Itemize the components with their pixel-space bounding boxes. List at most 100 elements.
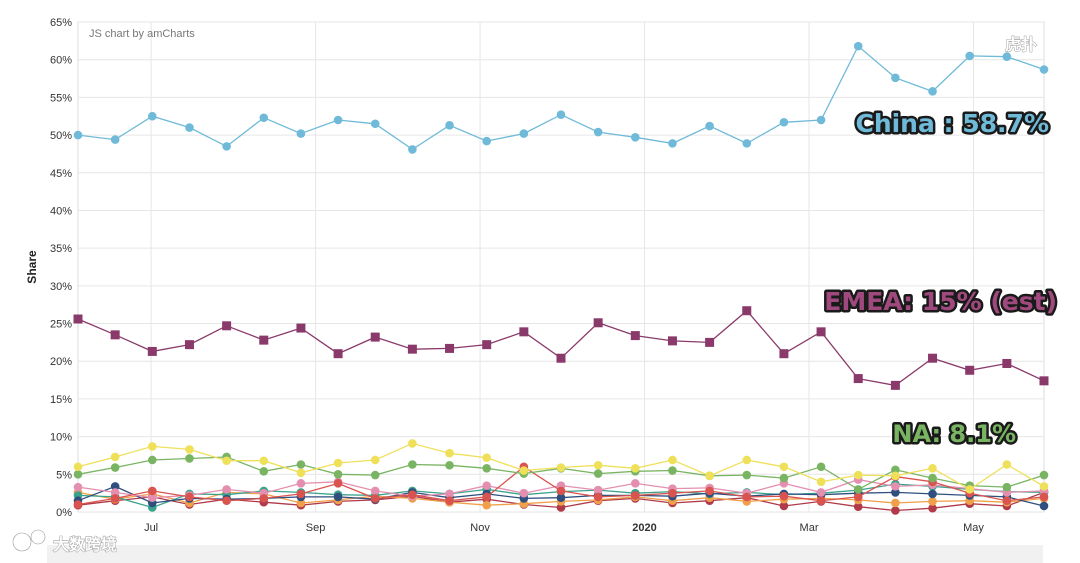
data-point[interactable] bbox=[73, 470, 83, 479]
data-point[interactable] bbox=[110, 330, 120, 340]
data-point[interactable] bbox=[73, 462, 83, 472]
data-point[interactable] bbox=[816, 488, 826, 497]
data-point[interactable] bbox=[259, 494, 269, 503]
data-point[interactable] bbox=[519, 129, 529, 138]
data-point[interactable] bbox=[779, 117, 789, 127]
data-point[interactable] bbox=[148, 486, 157, 496]
data-point[interactable] bbox=[928, 463, 937, 473]
data-point[interactable] bbox=[445, 496, 454, 505]
data-point[interactable] bbox=[445, 448, 454, 458]
data-point[interactable] bbox=[333, 115, 343, 125]
data-point[interactable] bbox=[779, 349, 789, 359]
data-point[interactable] bbox=[482, 500, 491, 510]
data-point[interactable] bbox=[333, 349, 343, 359]
data-point[interactable] bbox=[556, 463, 566, 472]
data-point[interactable] bbox=[110, 135, 120, 144]
data-point[interactable] bbox=[816, 496, 826, 505]
data-point[interactable] bbox=[370, 494, 380, 503]
data-point[interactable] bbox=[222, 142, 231, 151]
data-point[interactable] bbox=[407, 344, 417, 354]
data-point[interactable] bbox=[445, 120, 454, 130]
data-point[interactable] bbox=[370, 455, 380, 465]
data-point[interactable] bbox=[1002, 496, 1012, 505]
data-point[interactable] bbox=[110, 488, 120, 497]
data-point[interactable] bbox=[928, 503, 937, 513]
series-0[interactable] bbox=[73, 41, 1049, 154]
data-point[interactable] bbox=[110, 463, 120, 472]
data-point[interactable] bbox=[1039, 501, 1049, 511]
data-point[interactable] bbox=[816, 115, 826, 125]
data-point[interactable] bbox=[705, 337, 715, 347]
data-point[interactable] bbox=[519, 488, 529, 498]
data-point[interactable] bbox=[705, 121, 714, 131]
data-point[interactable] bbox=[779, 473, 789, 483]
data-point[interactable] bbox=[965, 365, 975, 375]
data-point[interactable] bbox=[853, 492, 863, 502]
data-point[interactable] bbox=[1002, 358, 1012, 368]
data-point[interactable] bbox=[445, 460, 454, 470]
data-point[interactable] bbox=[890, 380, 900, 390]
data-point[interactable] bbox=[928, 87, 937, 96]
data-point[interactable] bbox=[482, 492, 491, 502]
data-point[interactable] bbox=[110, 452, 120, 462]
data-point[interactable] bbox=[110, 494, 120, 503]
data-point[interactable] bbox=[148, 442, 157, 451]
data-point[interactable] bbox=[891, 506, 900, 515]
data-point[interactable] bbox=[668, 139, 677, 148]
data-point[interactable] bbox=[1002, 482, 1012, 492]
data-point[interactable] bbox=[668, 466, 677, 475]
data-point[interactable] bbox=[408, 439, 417, 448]
data-point[interactable] bbox=[147, 346, 157, 356]
data-point[interactable] bbox=[891, 498, 900, 508]
data-point[interactable] bbox=[593, 127, 603, 137]
data-point[interactable] bbox=[333, 492, 343, 502]
data-point[interactable] bbox=[445, 343, 455, 353]
data-point[interactable] bbox=[742, 470, 752, 480]
data-point[interactable] bbox=[148, 111, 157, 121]
data-point[interactable] bbox=[742, 455, 752, 465]
data-point[interactable] bbox=[816, 462, 826, 472]
data-point[interactable] bbox=[1039, 65, 1049, 74]
data-point[interactable] bbox=[408, 460, 417, 469]
data-point[interactable] bbox=[110, 482, 120, 491]
data-point[interactable] bbox=[408, 145, 417, 154]
data-point[interactable] bbox=[519, 466, 529, 475]
data-point[interactable] bbox=[556, 503, 566, 512]
data-point[interactable] bbox=[222, 321, 232, 331]
data-point[interactable] bbox=[259, 113, 269, 123]
data-point[interactable] bbox=[222, 485, 231, 494]
data-point[interactable] bbox=[222, 456, 231, 466]
data-point[interactable] bbox=[185, 445, 194, 454]
data-point[interactable] bbox=[482, 340, 492, 350]
data-point[interactable] bbox=[148, 493, 157, 502]
data-point[interactable] bbox=[779, 462, 789, 472]
data-point[interactable] bbox=[370, 332, 380, 342]
data-point[interactable] bbox=[593, 460, 603, 470]
data-point[interactable] bbox=[742, 306, 752, 316]
series-1[interactable] bbox=[73, 306, 1049, 390]
data-point[interactable] bbox=[184, 340, 194, 350]
data-point[interactable] bbox=[891, 482, 900, 491]
data-point[interactable] bbox=[631, 491, 640, 500]
data-point[interactable] bbox=[891, 488, 900, 497]
data-point[interactable] bbox=[853, 470, 863, 480]
data-point[interactable] bbox=[742, 139, 752, 148]
data-point[interactable] bbox=[891, 73, 900, 83]
data-point[interactable] bbox=[705, 471, 714, 481]
data-point[interactable] bbox=[333, 479, 343, 488]
data-point[interactable] bbox=[296, 129, 306, 138]
data-point[interactable] bbox=[631, 133, 640, 142]
data-point[interactable] bbox=[816, 327, 826, 337]
data-point[interactable] bbox=[853, 41, 863, 51]
data-point[interactable] bbox=[370, 486, 380, 496]
data-point[interactable] bbox=[668, 488, 677, 498]
data-point[interactable] bbox=[148, 455, 157, 465]
data-point[interactable] bbox=[853, 485, 863, 494]
data-point[interactable] bbox=[1039, 470, 1049, 480]
data-point[interactable] bbox=[667, 336, 677, 346]
data-point[interactable] bbox=[259, 466, 269, 476]
data-point[interactable] bbox=[296, 489, 306, 499]
data-point[interactable] bbox=[185, 123, 194, 132]
data-point[interactable] bbox=[482, 481, 491, 490]
data-point[interactable] bbox=[928, 473, 937, 483]
